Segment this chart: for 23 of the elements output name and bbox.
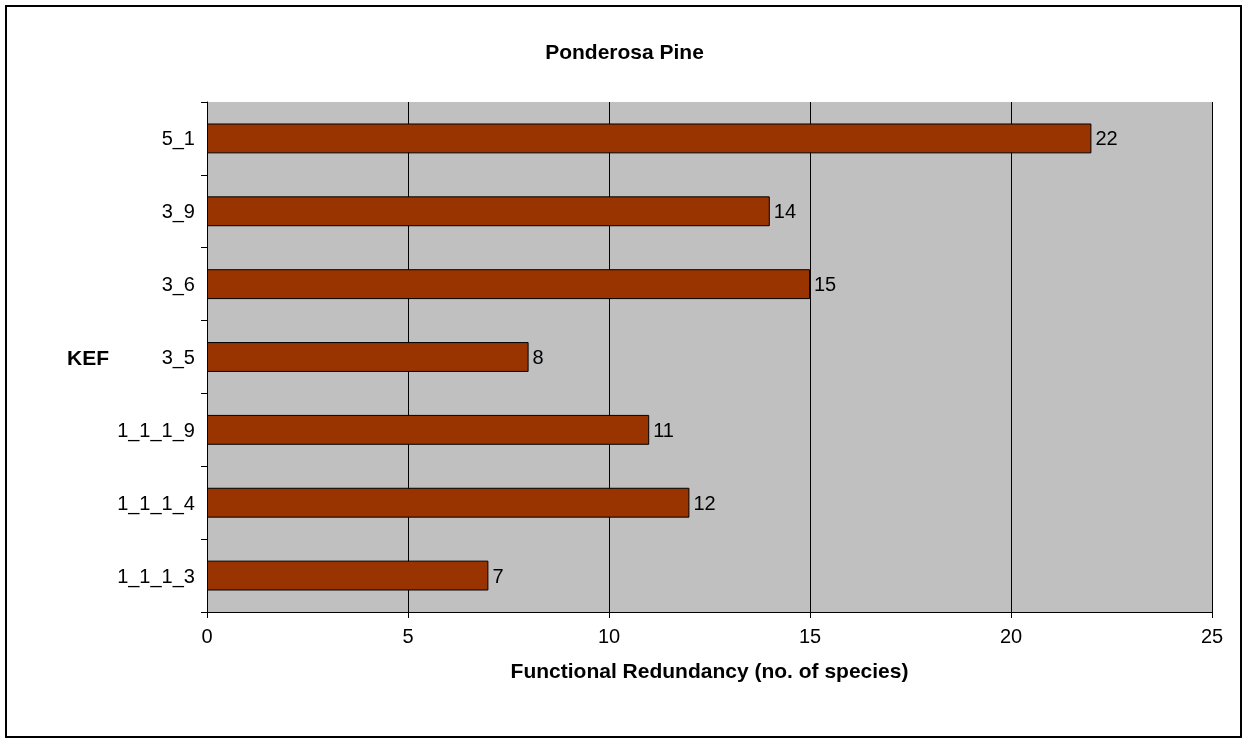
x-tick-label: 15 bbox=[798, 625, 822, 647]
data-label: 12 bbox=[693, 491, 716, 514]
x-tick-label: 10 bbox=[597, 625, 621, 647]
x-tick-label: 0 bbox=[201, 625, 213, 647]
x-tick-label: 5 bbox=[402, 625, 414, 647]
x-axis-title: Functional Redundancy (no. of species) bbox=[510, 659, 909, 682]
data-label: 15 bbox=[814, 273, 837, 296]
y-tick-label: 1_1_1_9 bbox=[117, 418, 195, 442]
y-tick-label: 5_1 bbox=[161, 127, 195, 151]
data-label: 7 bbox=[492, 564, 504, 587]
y-tick-label: 1_1_1_3 bbox=[117, 564, 195, 588]
y-axis-title: KEF bbox=[67, 345, 110, 369]
y-tick-label: 3_6 bbox=[161, 273, 195, 297]
y-tick-label: 3_9 bbox=[161, 200, 195, 224]
x-tick-label: 20 bbox=[999, 625, 1023, 647]
data-label: 8 bbox=[532, 346, 544, 368]
x-tick-label: 25 bbox=[1200, 625, 1224, 647]
data-label: 14 bbox=[773, 200, 797, 223]
y-tick-label: 3_5 bbox=[161, 346, 195, 369]
data-label: 22 bbox=[1095, 127, 1118, 150]
data-label: 11 bbox=[653, 418, 674, 441]
chart-title: Ponderosa Pine bbox=[545, 40, 704, 63]
y-tick-label: 1_1_1_4 bbox=[117, 491, 195, 515]
